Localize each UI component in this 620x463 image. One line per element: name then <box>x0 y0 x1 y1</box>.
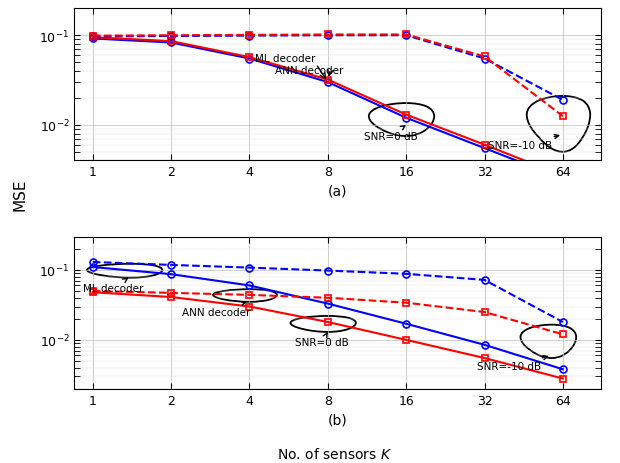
Text: ANN decoder: ANN decoder <box>182 302 250 317</box>
Text: SNR=0 dB: SNR=0 dB <box>364 126 417 141</box>
Text: SNR=-10 dB: SNR=-10 dB <box>488 135 559 151</box>
Text: No. of sensors $K$: No. of sensors $K$ <box>277 446 392 461</box>
X-axis label: (a): (a) <box>328 184 348 199</box>
Text: SNR=0 dB: SNR=0 dB <box>295 333 349 347</box>
Text: SNR=-10 dB: SNR=-10 dB <box>477 356 547 371</box>
Text: ML decoder: ML decoder <box>255 54 316 63</box>
Text: MSE: MSE <box>12 178 27 211</box>
Text: ANN decoder: ANN decoder <box>275 66 343 76</box>
Text: ML decoder: ML decoder <box>83 279 144 294</box>
X-axis label: (b): (b) <box>328 412 348 426</box>
